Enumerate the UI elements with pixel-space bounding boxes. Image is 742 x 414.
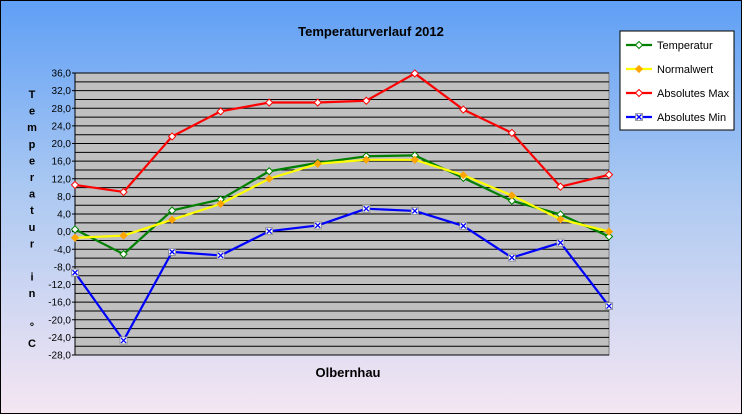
y-tick-label: 32,0 — [52, 86, 72, 97]
data-point — [557, 239, 564, 246]
data-point — [216, 107, 225, 116]
y-tick-label: -8,0 — [54, 262, 72, 273]
y-tick-label: -4,0 — [54, 245, 72, 256]
y-tick-label: 0,0 — [57, 227, 71, 238]
data-point — [556, 215, 565, 224]
y-axis-label-char: ° — [30, 321, 34, 333]
y-axis-label-char: e — [29, 155, 35, 167]
data-point — [507, 191, 516, 200]
y-tick-label: 20,0 — [52, 139, 72, 150]
data-point — [313, 159, 322, 168]
data-point — [265, 174, 274, 183]
data-point — [169, 248, 176, 255]
y-tick-label: -16,0 — [48, 298, 71, 309]
data-point — [70, 225, 80, 234]
series-line — [74, 158, 610, 239]
data-point — [410, 155, 419, 164]
data-point — [507, 128, 517, 138]
data-point — [459, 105, 468, 114]
data-point — [167, 206, 177, 215]
data-point — [216, 199, 225, 208]
series-absolutes-min — [71, 204, 613, 345]
data-point — [120, 337, 127, 344]
data-point — [362, 96, 371, 105]
data-point — [460, 222, 467, 229]
y-axis-label-char: u — [29, 222, 36, 234]
data-point — [217, 252, 224, 259]
y-axis-label-char: C — [28, 338, 36, 350]
x-axis-label: Olbernhau — [315, 365, 380, 380]
y-tick-label: -24,0 — [48, 333, 71, 344]
legend-label: Absolutes Min — [657, 112, 726, 124]
legend-label: Temperatur — [657, 40, 713, 52]
series-normalwert — [70, 155, 614, 242]
data-point — [119, 231, 128, 240]
legend-marker — [634, 64, 644, 74]
legend-marker — [634, 88, 644, 98]
data-point — [459, 171, 468, 180]
series-line — [74, 154, 610, 256]
data-point — [119, 187, 128, 197]
legend-label: Absolutes Max — [657, 88, 730, 100]
data-point — [70, 233, 80, 242]
series-line — [74, 72, 610, 194]
y-tick-label: 4,0 — [57, 210, 71, 221]
y-tick-label: 36,0 — [52, 69, 72, 80]
data-point — [313, 98, 322, 107]
y-axis-label-char: e — [29, 106, 35, 118]
data-point — [70, 180, 80, 190]
data-point — [314, 222, 321, 229]
y-axis-label-char: r — [30, 172, 35, 184]
y-tick-label: 24,0 — [52, 121, 72, 132]
y-tick-label: 16,0 — [52, 157, 72, 168]
series-absolutes-max — [70, 69, 614, 197]
data-point — [604, 227, 614, 236]
data-point — [266, 228, 273, 235]
data-point — [604, 170, 614, 179]
chart-title: Temperaturverlauf 2012 — [298, 24, 444, 39]
y-axis-label-char: n — [29, 288, 36, 300]
data-point — [167, 132, 177, 141]
legend-marker — [634, 40, 644, 50]
data-point — [362, 155, 371, 164]
legend-marker — [636, 114, 642, 120]
y-axis-label-char: r — [30, 238, 35, 250]
data-point — [410, 69, 420, 78]
y-axis-label-char: a — [29, 189, 36, 201]
y-tick-label: -20,0 — [48, 315, 71, 326]
data-point — [507, 196, 517, 205]
y-tick-label: 12,0 — [52, 174, 72, 185]
data-point — [168, 215, 177, 224]
y-tick-label: 8,0 — [57, 192, 71, 203]
data-point — [606, 303, 612, 310]
data-point — [604, 232, 614, 241]
y-axis-label-char: m — [27, 122, 37, 134]
y-axis-label-char: t — [30, 205, 34, 217]
data-point — [363, 205, 370, 212]
y-tick-label: 28,0 — [52, 104, 72, 115]
series-line — [74, 207, 610, 342]
data-point — [72, 269, 78, 276]
y-tick-label: -28,0 — [48, 351, 71, 362]
data-point — [119, 249, 128, 259]
data-point — [264, 98, 274, 107]
y-axis-label-char: T — [29, 89, 36, 101]
data-point — [556, 182, 565, 191]
legend-label: Normalwert — [657, 64, 713, 76]
legend: Temperatur Normalwert Absolutes Max Absolut… — [619, 30, 735, 131]
data-point — [508, 254, 515, 261]
data-point — [411, 207, 418, 214]
y-tick-label: -12,0 — [48, 280, 71, 291]
y-axis-label-char: i — [30, 272, 33, 284]
plot-area: -28,0 -24,0 -20,0 -16,0 -12,0 -8,0 -4,0 0,0 4,0 8… — [48, 69, 614, 362]
y-axis-label-char: p — [29, 139, 36, 151]
